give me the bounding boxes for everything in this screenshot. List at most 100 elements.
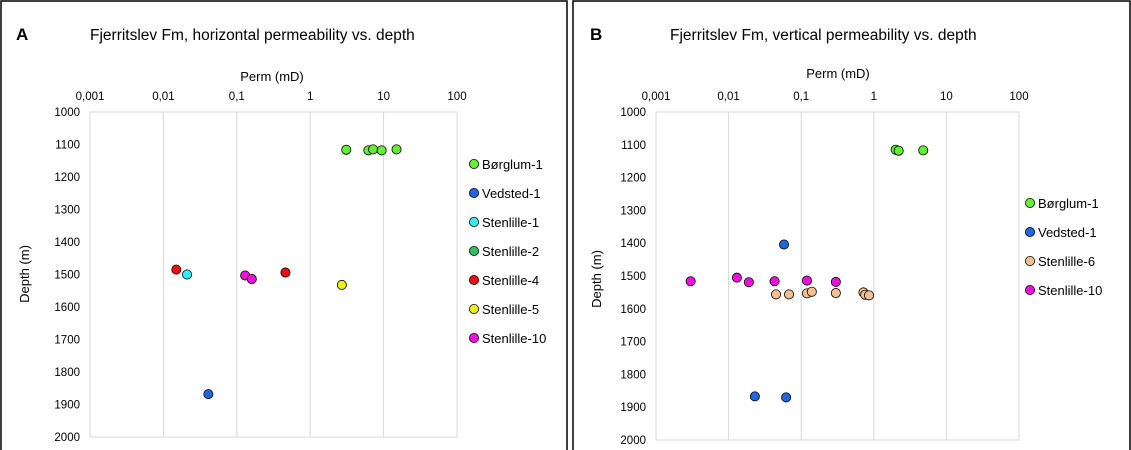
panel-a-data-point — [336, 279, 347, 290]
panel-b-y-tick-label: 1000 — [620, 107, 646, 119]
panel-b-data-point — [801, 275, 812, 286]
panel-a-data-point — [171, 264, 182, 275]
panel-b-data-point — [743, 277, 754, 288]
panel-b-y-tick-label: 1400 — [620, 238, 646, 250]
panel-a-y-tick-label: 1800 — [54, 367, 80, 379]
panel-b-data-point — [830, 288, 841, 299]
panel-b-y-tick-label: 1100 — [621, 140, 646, 152]
panel-a-plot-area: 0,001 0,01 0,1 1 10 100 1000 1100 1200 1300 1400 15… — [54, 91, 466, 444]
panel-a-x-tick-label: 10 — [377, 91, 390, 103]
panel-b-x-axis-title: Perm (mD) — [806, 66, 870, 81]
panel-b-data-point — [769, 276, 780, 287]
panel-b-y-tick-label: 1600 — [620, 304, 646, 316]
panel-b-data-point — [864, 290, 875, 301]
panel-b-data-point — [918, 145, 929, 156]
panel-a-y-tick-label: 1000 — [54, 107, 80, 119]
panel-b-plot-border — [655, 111, 1020, 441]
panel-a-legend-marker — [468, 187, 479, 198]
panel-a-y-tick-label: 1100 — [55, 140, 80, 152]
panel-a-x-tick-label: 0,01 — [152, 91, 174, 103]
panel-a-data-point — [368, 144, 379, 155]
panel-b-data-point — [771, 289, 782, 300]
panel-a-letter: A — [16, 25, 28, 44]
panel-a-x-tick-label: 1 — [307, 91, 313, 103]
panel-b-data-point — [779, 239, 790, 250]
panel-a-y-tick-label: 1400 — [54, 237, 80, 249]
panel-a-data-point — [280, 267, 291, 278]
panel-a-data-point — [341, 144, 352, 155]
panel-a-title: Fjerritslev Fm, horizontal permeability … — [90, 27, 415, 44]
panel-a-legend-label: Stenlille-10 — [482, 331, 546, 346]
panel-b-y-tick-label: 1500 — [620, 271, 646, 283]
panel-a-x-axis-title: Perm (mD) — [240, 69, 304, 84]
panel-b-y-tick-label: 2000 — [620, 435, 646, 447]
panel-b-data-point — [781, 392, 792, 403]
panel-b-data-point — [830, 276, 841, 287]
panel-a-x-tick-label: 100 — [447, 91, 466, 103]
panel-b-legend-label: Stenlille-6 — [1038, 254, 1095, 269]
panel-b-y-axis-title: Depth (m) — [589, 250, 604, 308]
panel-a-data-point — [391, 144, 402, 155]
panel-a-legend-marker — [468, 274, 479, 285]
panel-a-legend-marker — [468, 332, 479, 343]
panel-a-data-point — [246, 274, 257, 285]
panel-b-x-tick-label: 0,01 — [717, 91, 739, 103]
panel-b-x-tick-label: 1 — [871, 91, 877, 103]
panel-b-legend-marker — [1025, 197, 1036, 208]
panel-b-plot-area: 0,001 0,01 0,1 1 10 100 1000 1100 1200 1300 1400 15… — [620, 91, 1028, 447]
panel-b-legend-label: Børglum-1 — [1038, 196, 1099, 211]
panel-a-legend-label: Stenlille-4 — [482, 273, 539, 288]
panel-a-y-tick-label: 1300 — [54, 205, 80, 217]
panel-a-legend-marker — [468, 158, 479, 169]
panel-b-y-tick-label: 1700 — [620, 337, 646, 349]
panel-a-legend: Børglum-1 Vedsted-1 Stenlille-1 Stenlille-2… — [468, 157, 546, 346]
panel-a-legend-marker — [468, 216, 479, 227]
panel-b-data-point — [685, 276, 696, 287]
panel-b-y-tick-label: 1900 — [620, 402, 646, 414]
panel-a-legend-label: Vedsted-1 — [482, 186, 541, 201]
panel-b-y-tick-label: 1200 — [620, 173, 646, 185]
panel-b-letter: B — [590, 25, 602, 44]
panel-a-y-tick-label: 1200 — [54, 172, 80, 184]
panel-b-data-point — [731, 272, 742, 283]
panel-b-x-tick-label: 0,1 — [793, 91, 809, 103]
panel-a-x-tick-label: 0,001 — [76, 91, 105, 103]
panel-a-y-tick-label: 1500 — [54, 270, 80, 282]
panel-b-x-tick-label: 0,001 — [642, 91, 671, 103]
panel-b-x-tick-label: 10 — [940, 91, 953, 103]
panel-a-data-point — [376, 145, 387, 156]
panel-b-data-point — [893, 145, 904, 156]
panel-a-legend-marker — [468, 303, 479, 314]
panel-b-data-point — [784, 289, 795, 300]
panel-a-y-tick-label: 1600 — [54, 302, 80, 314]
panel-a-legend-label: Stenlille-2 — [482, 244, 539, 259]
panel-b-legend-marker — [1025, 255, 1036, 266]
panel-b-data-point — [749, 391, 760, 402]
panel-b-y-tick-label: 1800 — [620, 369, 646, 381]
panel-b: B Fjerritslev Fm, vertical permeability … — [572, 0, 1131, 450]
panel-b-data-point — [806, 286, 817, 297]
panel-b-y-tick-label: 1300 — [620, 205, 646, 217]
panel-b-legend: Børglum-1 Vedsted-1 Stenlille-6 Stenlille-1… — [1025, 196, 1102, 298]
panel-a-plot-border — [89, 111, 458, 438]
panel-b-legend-marker — [1025, 226, 1036, 237]
panel-b-legend-label: Stenlille-10 — [1038, 283, 1102, 298]
panel-a-legend-label: Stenlille-1 — [482, 215, 539, 230]
panel-b-legend-marker — [1025, 284, 1036, 295]
panel-a-y-tick-label: 1700 — [54, 335, 80, 347]
panel-b-x-tick-label: 100 — [1009, 91, 1028, 103]
panel-a-legend-marker — [468, 245, 479, 256]
panel-a-x-tick-label: 0,1 — [229, 91, 245, 103]
panel-a-legend-label: Børglum-1 — [482, 157, 543, 172]
panel-a-data-point — [182, 269, 193, 280]
panel-b-legend-label: Vedsted-1 — [1038, 225, 1097, 240]
panel-a-data-point — [203, 389, 214, 400]
panel-a-y-axis-title: Depth (m) — [17, 245, 32, 303]
panel-a-y-tick-label: 2000 — [54, 432, 80, 444]
panel-a-y-tick-label: 1900 — [54, 400, 80, 412]
panel-b-frame — [572, 0, 1131, 450]
panel-b-title: Fjerritslev Fm, vertical permeability vs… — [670, 27, 977, 44]
panel-a-legend-label: Stenlille-5 — [482, 302, 539, 317]
panel-a: A Fjerritslev Fm, horizontal permeabilit… — [0, 0, 568, 450]
